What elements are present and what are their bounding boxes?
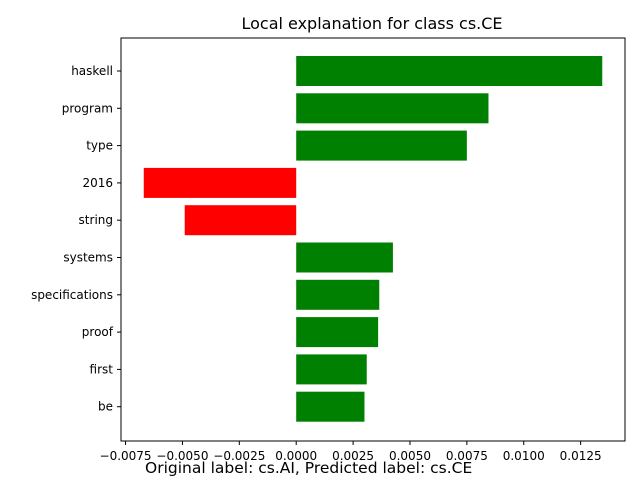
- y-axis-ticks: haskell program type 2016 string systems speci…: [31, 64, 121, 414]
- chart-title: Local explanation for class cs.CE: [241, 14, 502, 33]
- bar-2016: [144, 168, 296, 198]
- y-tick-label: be: [98, 400, 113, 414]
- bar-type: [296, 131, 467, 161]
- y-tick-label: program: [62, 101, 113, 115]
- x-tick-label: −0.0075: [100, 449, 152, 463]
- x-tick-label: 0.0100: [503, 449, 545, 463]
- x-tick-label: 0.0125: [560, 449, 602, 463]
- bar-program: [296, 93, 488, 123]
- y-tick-label: string: [79, 213, 113, 227]
- bar-first: [296, 354, 367, 384]
- y-tick-label: specifications: [31, 288, 113, 302]
- bar-proof: [296, 317, 378, 347]
- bar-be: [296, 392, 364, 422]
- prediction-caption: Original label: cs.AI, Predicted label: …: [145, 459, 472, 477]
- bar-haskell: [296, 56, 602, 86]
- y-tick-label: haskell: [71, 64, 113, 78]
- bar-systems: [296, 243, 393, 273]
- y-tick-label: first: [90, 362, 114, 376]
- y-tick-label: systems: [63, 251, 113, 265]
- y-tick-label: proof: [82, 325, 114, 339]
- bar-specifications: [296, 280, 379, 310]
- y-tick-label: 2016: [82, 176, 113, 190]
- bar-string: [185, 205, 296, 235]
- y-tick-label: type: [86, 139, 113, 153]
- bars-group: [144, 56, 602, 422]
